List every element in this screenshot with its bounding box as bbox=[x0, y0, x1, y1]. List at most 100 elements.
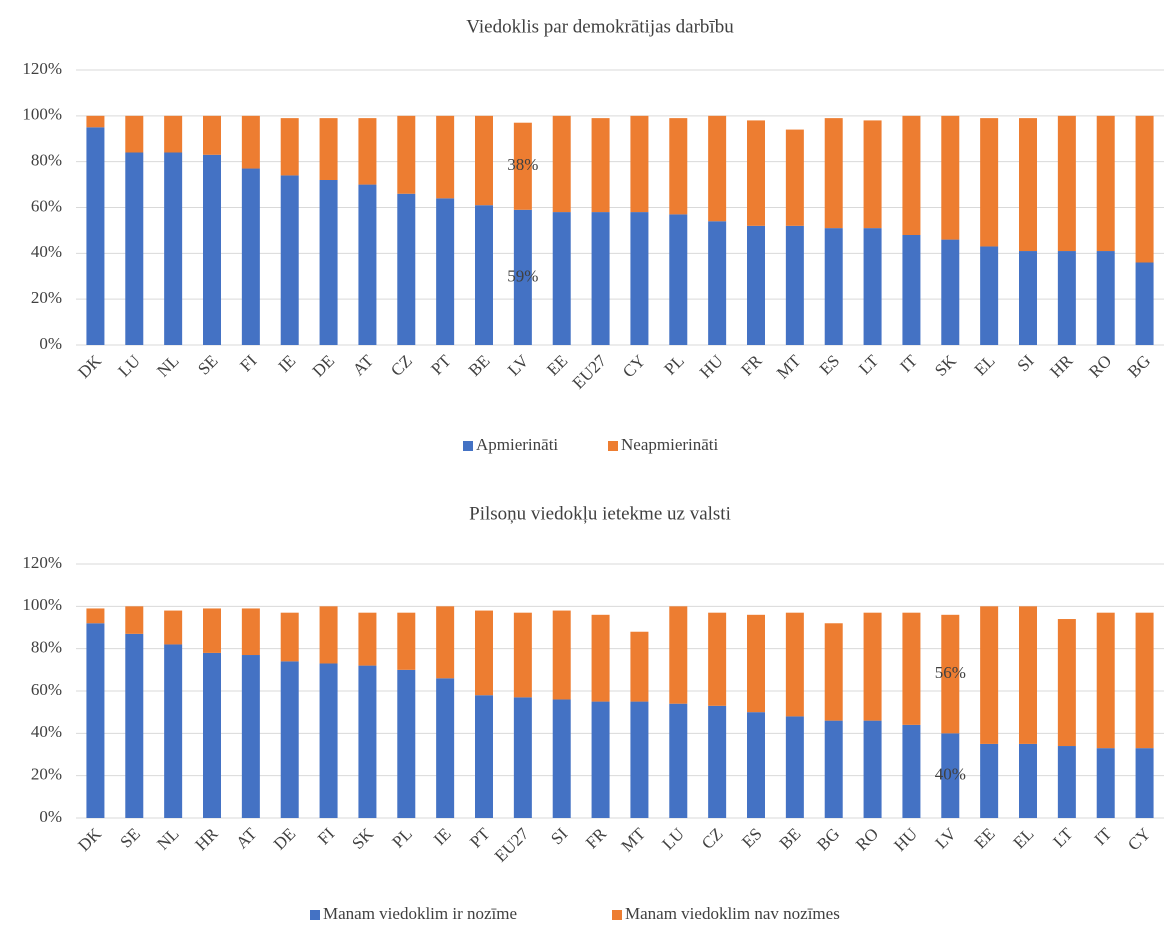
bar-segment bbox=[747, 614, 765, 713]
bar-segment bbox=[1019, 606, 1037, 744]
y-tick-label: 0% bbox=[39, 334, 62, 353]
legend-swatch bbox=[463, 441, 473, 451]
bar-segment bbox=[513, 697, 532, 818]
x-tick-label: RO bbox=[1085, 351, 1115, 381]
bar-segment bbox=[397, 669, 416, 818]
bar-segment bbox=[630, 631, 649, 702]
x-tick-label: FR bbox=[582, 824, 611, 853]
x-tick-label: BG bbox=[1124, 351, 1154, 381]
bar-segment bbox=[708, 705, 727, 818]
y-tick-label: 100% bbox=[22, 595, 62, 614]
x-tick-label: FI bbox=[236, 351, 260, 375]
bar-segment bbox=[902, 612, 921, 725]
bar-segment bbox=[824, 118, 843, 229]
legend-swatch bbox=[612, 910, 622, 920]
x-tick-label: SE bbox=[116, 824, 143, 851]
x-tick-label: PT bbox=[466, 824, 494, 852]
bar-segment bbox=[241, 655, 260, 818]
x-tick-label: CY bbox=[619, 351, 649, 381]
x-tick-label: EE bbox=[543, 351, 571, 379]
legend-label: Manam viedoklim ir nozīme bbox=[323, 904, 517, 923]
bar-segment bbox=[1019, 743, 1037, 818]
bar-segment bbox=[358, 665, 377, 818]
x-tick-label: NL bbox=[153, 351, 182, 380]
x-tick-label: IT bbox=[1091, 824, 1116, 849]
y-tick-label: 80% bbox=[31, 638, 62, 657]
bar-segment bbox=[475, 115, 493, 206]
bar-segment bbox=[436, 115, 455, 199]
data-label: 40% bbox=[935, 765, 966, 784]
bar-segment bbox=[980, 606, 999, 744]
x-tick-label: IE bbox=[430, 824, 455, 849]
bar-segment bbox=[824, 228, 843, 345]
x-tick-label: EL bbox=[971, 351, 999, 379]
bar-segment bbox=[1096, 251, 1115, 345]
bar-segment bbox=[164, 610, 183, 645]
bar-segment bbox=[785, 716, 804, 818]
x-tick-label: CZ bbox=[698, 824, 727, 853]
bar-segment bbox=[86, 127, 105, 346]
bar-segment bbox=[241, 168, 260, 345]
x-tick-label: CY bbox=[1124, 824, 1154, 854]
x-tick-label: HU bbox=[890, 824, 921, 855]
x-tick-label: FR bbox=[737, 351, 766, 380]
bar-segment bbox=[203, 115, 221, 155]
x-tick-label: EU27 bbox=[569, 351, 611, 393]
bar-segment bbox=[1135, 262, 1154, 345]
bar-segment bbox=[708, 221, 727, 345]
bar-segment bbox=[1019, 118, 1037, 252]
bar-segment bbox=[125, 633, 144, 818]
x-tick-label: DK bbox=[74, 824, 105, 855]
bar-segment bbox=[902, 235, 921, 345]
chart: Pilsoņu viedokļu ietekme uz valsti 0% 20% 4… bbox=[22, 503, 1164, 923]
bar-segment bbox=[513, 612, 532, 698]
bar-segment bbox=[319, 663, 338, 818]
x-tick-label: MT bbox=[773, 351, 805, 383]
bar-segment bbox=[397, 115, 416, 194]
x-tick-label: LV bbox=[932, 824, 961, 853]
bar-segment bbox=[358, 118, 377, 185]
bar-segment bbox=[125, 115, 144, 153]
bar-segment bbox=[591, 701, 610, 818]
data-label: 38% bbox=[507, 155, 538, 174]
bar-segment bbox=[1057, 746, 1076, 818]
x-tick-label: EE bbox=[971, 824, 999, 852]
x-tick-label: ES bbox=[816, 351, 843, 378]
bar-segment bbox=[513, 122, 532, 210]
x-tick-label: LT bbox=[1049, 824, 1076, 851]
bar-segment bbox=[203, 154, 221, 345]
bar-segment bbox=[1057, 619, 1076, 747]
y-tick-label: 0% bbox=[39, 807, 62, 826]
bar-segment bbox=[863, 228, 882, 345]
x-tick-label: EU27 bbox=[491, 824, 533, 866]
legend-label: Apmierināti bbox=[476, 435, 558, 454]
bar-segment bbox=[241, 608, 260, 656]
x-tick-label: DE bbox=[309, 351, 338, 380]
bar-segment bbox=[319, 180, 338, 345]
y-tick-label: 40% bbox=[31, 242, 62, 261]
x-tick-label: FI bbox=[314, 824, 338, 848]
x-tick-label: HR bbox=[191, 824, 222, 855]
bar-segment bbox=[86, 623, 105, 818]
x-tick-label: EL bbox=[1009, 824, 1037, 852]
bar-segment bbox=[747, 225, 765, 345]
x-tick-label: PT bbox=[427, 351, 455, 379]
x-tick-label: RO bbox=[852, 824, 882, 854]
bar-segment bbox=[241, 115, 260, 169]
x-tick-label: IE bbox=[275, 351, 300, 376]
x-tick-label: IT bbox=[896, 351, 921, 376]
bar-segment bbox=[630, 115, 649, 213]
bar-segment bbox=[436, 678, 455, 818]
bar-segment bbox=[203, 652, 221, 818]
legend-swatch bbox=[608, 441, 618, 451]
bar-segment bbox=[164, 115, 183, 153]
bar-segment bbox=[941, 115, 960, 240]
bar-segment bbox=[785, 225, 804, 345]
x-tick-label: HR bbox=[1046, 351, 1077, 382]
bar-segment bbox=[824, 623, 843, 721]
bar-segment bbox=[902, 115, 921, 235]
data-label: 56% bbox=[935, 663, 966, 682]
bar-segment bbox=[863, 612, 882, 721]
bar-segment bbox=[319, 606, 338, 664]
bar-segment bbox=[669, 606, 688, 704]
